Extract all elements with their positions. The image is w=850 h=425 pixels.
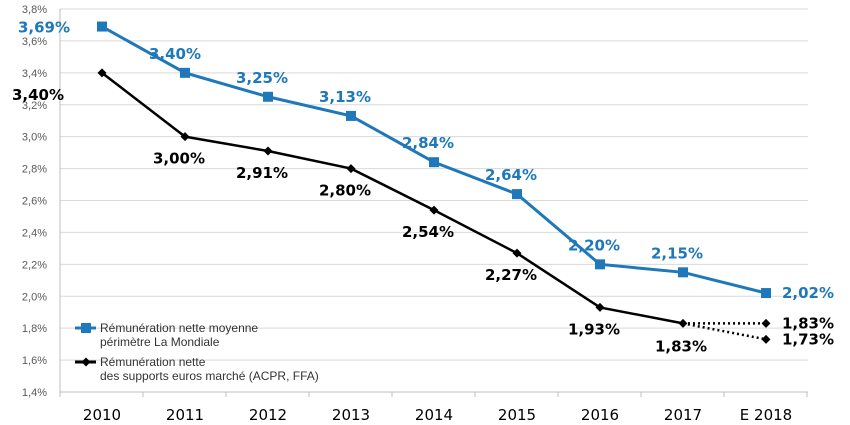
x-tick-label: 2011 [166,406,204,424]
data-label-la-mondiale: 2,20% [568,236,620,254]
data-point-marche [97,68,107,78]
data-label-la-mondiale: 2,15% [651,244,703,262]
y-tick-label: 2,2% [22,259,47,271]
y-tick-label: 2,4% [22,227,47,239]
projection-point [761,318,771,328]
data-point-la-mondiale [429,157,439,168]
series-group [97,21,771,344]
y-tick-label: 3,2% [22,100,47,112]
data-point-la-mondiale [180,67,190,78]
data-label-marche: 1,93% [568,320,620,338]
x-tick-label: E 2018 [740,406,792,424]
series-line-marche [101,71,684,325]
x-tick-label: 2017 [664,406,702,424]
x-tick-label: 2012 [249,406,287,424]
data-point-la-mondiale [512,189,522,200]
x-tick-label: 2014 [415,406,453,424]
data-point-la-mondiale [595,259,605,270]
y-tick-label: 3,6% [22,36,47,48]
data-point-marche [180,132,190,142]
data-label-marche: 3,00% [153,150,205,168]
data-label-marche: 2,91% [236,164,288,182]
y-tick-label: 2,0% [22,291,47,303]
legend-label-marche: Rémunération nette [100,355,206,369]
y-axis: 1,4% 1,6% 1,8% 2,0% 2,2% 2,4% 2,6% 2,8% 3,0% 3,2%… [22,4,61,399]
x-tick-label: 2013 [332,406,370,424]
data-point-la-mondiale [346,110,356,121]
legend-label-marche: des supports euros marché (ACPR, FFA) [100,369,319,383]
x-tick-label: 2016 [581,406,619,424]
y-tick-label: 2,8% [22,164,47,176]
data-label-la-mondiale: 3,13% [319,88,371,106]
y-tick-label: 2,6% [22,196,47,208]
y-tick-label: 1,6% [22,355,47,367]
x-tick-label: 2010 [83,406,121,424]
x-axis: 2010 2011 2012 2013 2014 2015 2016 2017 E 2018 [59,391,808,424]
projection-point [761,334,771,344]
y-tick-label: 3,8% [22,4,47,16]
data-label-marche: 1,83% [655,337,707,355]
data-label-la-mondiale: 2,84% [402,134,454,152]
legend-label-la-mondiale: Rémunération nette moyenne [100,321,258,335]
data-point-la-mondiale [97,21,107,32]
y-tick-label: 1,4% [22,387,47,399]
data-point-la-mondiale [761,288,771,299]
gridlines [60,8,808,361]
projection-line [682,322,767,341]
data-label-marche: 2,27% [485,266,537,284]
data-labels: 3,69% 3,40% 3,25% 3,13% 2,84% 2,64% 2,20% 2,15%… [12,19,834,356]
legend-label-la-mondiale: périmètre La Mondiale [100,335,220,349]
data-label-la-mondiale: 3,40% [149,45,201,63]
data-point-marche [263,146,273,156]
data-label-marche: 2,80% [319,182,371,200]
data-label-projection: 1,73% [782,330,834,348]
data-point-marche [346,164,356,174]
data-point-la-mondiale [678,267,688,278]
data-label-marche: 2,54% [402,223,454,241]
data-label-projection: 1,83% [782,314,834,332]
data-point-la-mondiale [263,91,273,102]
y-tick-label: 3,4% [22,68,47,80]
y-tick-label: 3,0% [22,132,47,144]
data-label-la-mondiale: 2,02% [782,284,834,302]
data-label-la-mondiale: 3,25% [236,69,288,87]
data-label-la-mondiale: 2,64% [485,166,537,184]
x-tick-label: 2015 [498,406,536,424]
legend-marker-marche [81,357,91,367]
data-label-la-mondiale: 3,69% [18,19,70,37]
data-point-marche [595,302,605,312]
legend-marker-la-mondiale [81,323,91,333]
data-point-marche [429,205,439,215]
data-point-marche [512,248,522,258]
data-label-marche: 3,40% [12,86,64,104]
y-tick-label: 1,8% [22,323,47,335]
